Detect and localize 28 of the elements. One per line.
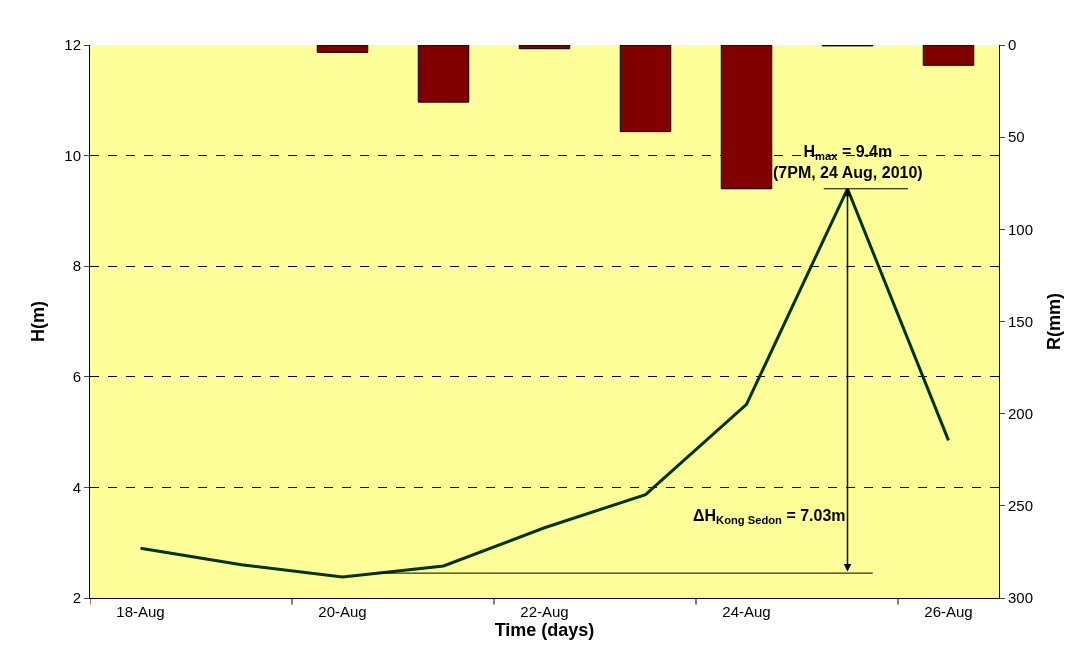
x-tick-label: 26-Aug	[924, 603, 973, 620]
x-tick-label: 18-Aug	[116, 603, 165, 620]
x-tick-label: 22-Aug	[520, 603, 569, 620]
y2-tick-label: 300	[1008, 589, 1034, 607]
y-tick-label: 8	[72, 257, 81, 275]
bar	[619, 45, 672, 133]
y2-tick-label: 150	[1008, 312, 1034, 330]
y2-tick-label: 100	[1008, 220, 1034, 238]
x-axis-title: Time (days)	[494, 620, 595, 640]
bar	[922, 45, 975, 66]
y2-tick-label: 200	[1008, 404, 1034, 422]
bar	[316, 45, 369, 53]
y-tick-label: 6	[72, 368, 81, 386]
y-tick-label: 4	[72, 478, 81, 496]
y2-tick-label: 250	[1008, 497, 1034, 515]
line-series	[139, 187, 950, 579]
bar	[518, 45, 571, 50]
y-tick-label: 2	[72, 589, 81, 607]
annotation: ΔH$_{Kong Sedon}$ = 7.03m	[693, 507, 846, 527]
x-tick-label: 20-Aug	[318, 603, 367, 620]
y2-axis-title: R(mm)	[1044, 293, 1065, 350]
y2-tick-label: 50	[1008, 128, 1025, 146]
y-tick-label: 10	[64, 146, 81, 164]
x-tick-label: 24-Aug	[722, 603, 771, 620]
y-axis-title: H(m)	[27, 301, 48, 342]
y2-tick-label: 0	[1008, 36, 1017, 54]
y-tick-label: 12	[64, 36, 81, 54]
bar	[417, 45, 470, 103]
